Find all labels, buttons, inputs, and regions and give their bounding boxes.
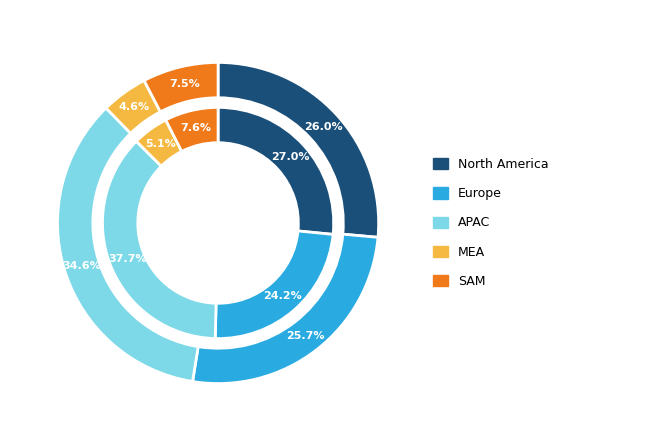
Wedge shape bbox=[215, 231, 333, 339]
Text: 4.6%: 4.6% bbox=[119, 102, 150, 112]
Wedge shape bbox=[58, 108, 198, 381]
Text: 25.7%: 25.7% bbox=[287, 331, 325, 341]
Text: 27.0%: 27.0% bbox=[272, 152, 310, 162]
Legend: North America, Europe, APAC, MEA, SAM: North America, Europe, APAC, MEA, SAM bbox=[433, 158, 549, 288]
Text: 7.5%: 7.5% bbox=[169, 79, 199, 89]
Text: 24.2%: 24.2% bbox=[264, 291, 303, 301]
Wedge shape bbox=[166, 107, 218, 152]
Wedge shape bbox=[106, 80, 160, 133]
Text: 34.6%: 34.6% bbox=[62, 261, 101, 271]
Text: 5.1%: 5.1% bbox=[145, 139, 176, 149]
Wedge shape bbox=[218, 62, 378, 237]
Wedge shape bbox=[103, 141, 216, 339]
Wedge shape bbox=[144, 62, 218, 112]
Text: 7.6%: 7.6% bbox=[180, 123, 211, 133]
Text: 37.7%: 37.7% bbox=[108, 254, 146, 264]
Wedge shape bbox=[218, 107, 333, 235]
Wedge shape bbox=[193, 234, 378, 384]
Text: 26.0%: 26.0% bbox=[304, 122, 343, 132]
Wedge shape bbox=[136, 120, 182, 166]
